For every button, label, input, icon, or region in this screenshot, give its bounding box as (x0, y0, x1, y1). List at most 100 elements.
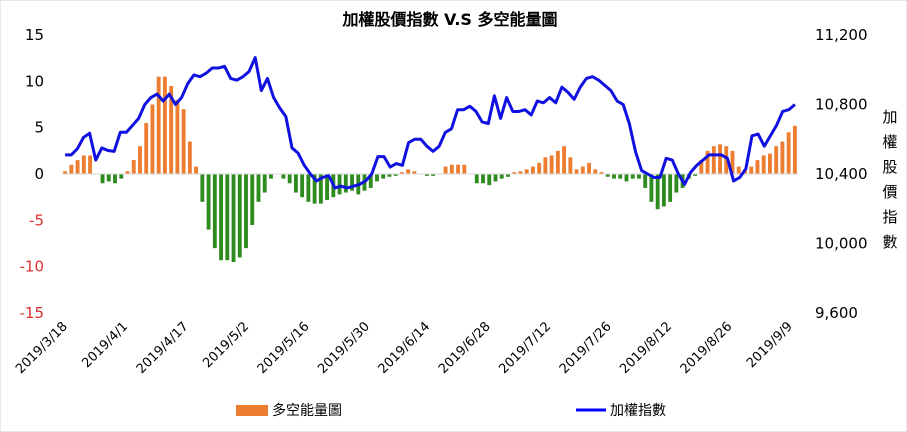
bar (643, 174, 648, 188)
bar (113, 174, 117, 184)
bar (612, 174, 616, 179)
bar (699, 160, 704, 174)
right-axis-label-char: 價 (882, 183, 897, 201)
bar (269, 174, 273, 179)
bar (131, 160, 136, 174)
bar (88, 155, 92, 174)
left-tick-label: 15 (25, 26, 44, 44)
left-tick-label: -10 (20, 258, 45, 276)
bar (375, 174, 379, 182)
bar (493, 174, 498, 182)
bar (624, 174, 629, 182)
right-axis-label-char: 指 (882, 208, 897, 226)
bar (368, 174, 373, 188)
bar (250, 174, 255, 225)
bar (524, 169, 529, 174)
bar (293, 174, 298, 193)
right-tick-label: 9,600 (815, 304, 858, 322)
bar (761, 155, 766, 174)
left-tick-label: -5 (29, 211, 44, 229)
index-line (65, 56, 796, 190)
bar (350, 174, 354, 191)
bar (587, 162, 591, 174)
bar (618, 174, 623, 179)
bar (674, 174, 679, 193)
bar (381, 174, 386, 179)
right-axis-label-char: 加 (882, 108, 897, 126)
bar (580, 166, 585, 174)
bar (774, 146, 779, 174)
right-tick-label: 11,200 (815, 26, 868, 44)
bar (549, 155, 554, 174)
bar (150, 104, 155, 174)
bar (312, 174, 317, 204)
right-tick-label: 10,000 (815, 235, 868, 253)
bar (81, 155, 86, 174)
bar (780, 141, 785, 174)
bar (724, 146, 729, 174)
right-axis-label-char: 股 (882, 158, 897, 176)
bar (300, 174, 305, 198)
bar (106, 174, 111, 182)
bar (138, 146, 142, 174)
bar (262, 174, 267, 193)
bar (75, 160, 80, 174)
bar (749, 166, 754, 174)
bar (605, 174, 610, 177)
bar (637, 174, 641, 179)
bar (456, 164, 460, 174)
bar (555, 150, 560, 174)
bar (711, 146, 716, 174)
left-tick-label: 0 (34, 165, 44, 183)
left-axis-ticks: 15 10 5 0 -5 -10 -15 (20, 26, 45, 322)
bar (400, 172, 404, 174)
bar (499, 174, 504, 179)
right-axis-label-char: 權 (882, 133, 897, 151)
legend-line-label: 加權指數 (610, 403, 666, 419)
bar (661, 174, 666, 207)
bar (537, 162, 542, 174)
right-axis-ticks: 11,200 10,800 10,400 10,000 9,600 (815, 26, 868, 322)
bar (318, 174, 323, 204)
bar (481, 174, 485, 184)
bar (387, 174, 392, 177)
bar (649, 174, 654, 202)
bar (512, 172, 517, 174)
bar (693, 174, 698, 176)
bar (705, 150, 710, 174)
bar (225, 174, 230, 261)
bar (568, 157, 573, 174)
bar (443, 166, 448, 174)
bar (718, 144, 722, 174)
left-tick-label: 5 (34, 119, 44, 137)
bar (63, 171, 68, 174)
bar (343, 174, 348, 193)
bar (231, 174, 236, 263)
legend-bar-swatch (236, 405, 268, 416)
bar (287, 174, 292, 184)
bar (325, 174, 330, 200)
bar (281, 174, 286, 179)
bar (424, 174, 429, 176)
bar-series (63, 76, 797, 263)
bar (100, 174, 105, 184)
bar (125, 171, 130, 174)
bar (219, 174, 223, 261)
bar (599, 172, 604, 174)
bar (156, 76, 161, 174)
bar (194, 166, 199, 174)
bar (175, 99, 180, 174)
bar (730, 150, 735, 174)
bar (474, 174, 479, 184)
line-series (65, 56, 796, 190)
bar (69, 164, 74, 174)
bar (768, 153, 772, 174)
bar (506, 174, 510, 177)
bar (406, 169, 411, 174)
bar (431, 174, 436, 176)
left-tick-label: 10 (25, 72, 44, 90)
chart-title: 加權股價指數 V.S 多空能量圖 (341, 10, 557, 29)
legend-bar-label: 多空能量圖 (272, 402, 342, 419)
